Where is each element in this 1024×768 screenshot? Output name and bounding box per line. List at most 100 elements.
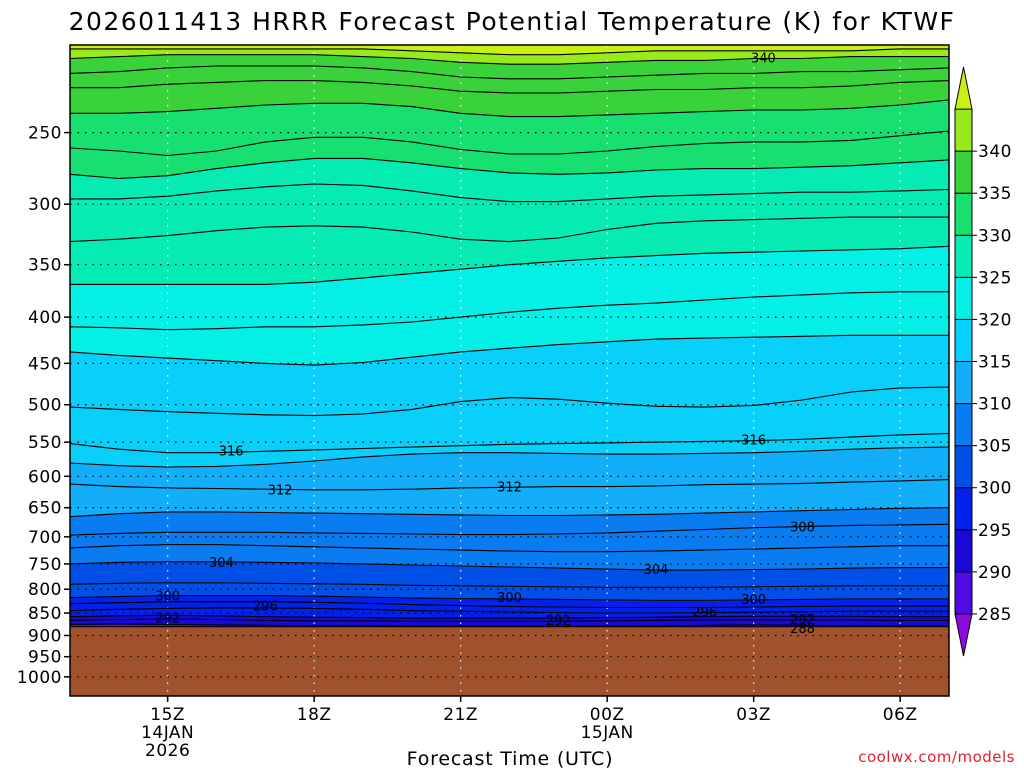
ground-layer bbox=[70, 626, 949, 696]
y-tick-label: 450 bbox=[28, 354, 62, 374]
y-tick-label: 350 bbox=[28, 256, 62, 276]
isentrope-340 bbox=[70, 54, 949, 65]
y-tick-label: 1000 bbox=[17, 668, 62, 688]
fill-band bbox=[70, 335, 949, 416]
contour-label-layer: 340 316 316 312 312 308 304 304 300 300 300 296 296 2… bbox=[155, 52, 815, 637]
fill-band bbox=[70, 66, 949, 93]
colorbar-label: 300 bbox=[978, 479, 1012, 499]
isentrope-290 bbox=[70, 623, 949, 627]
y-tick-label: 850 bbox=[28, 604, 62, 624]
isentrope-layer bbox=[70, 48, 949, 628]
fill-band bbox=[70, 217, 949, 285]
isentrope-292 bbox=[70, 618, 949, 622]
colorbar-swatch bbox=[954, 445, 973, 489]
colorbar-arrow-bottom bbox=[954, 613, 973, 657]
y-axis: 2503003504004505005506006507007508008509… bbox=[17, 124, 70, 688]
isentrope-298 bbox=[70, 601, 949, 609]
colorbar-label: 335 bbox=[978, 184, 1012, 204]
contour-label: 296 bbox=[253, 600, 278, 615]
credit-link[interactable]: coolwx.com/models bbox=[858, 748, 1015, 766]
x-tick-label: 15Z bbox=[150, 705, 185, 725]
fill-band bbox=[70, 184, 949, 242]
isentrope-304 bbox=[70, 561, 949, 571]
isentrope-324 bbox=[70, 245, 949, 285]
y-tick-label: 400 bbox=[28, 308, 62, 328]
colorbar-label: 295 bbox=[978, 521, 1012, 541]
y-tick-label: 700 bbox=[28, 528, 62, 548]
contour-label: 316 bbox=[741, 434, 766, 449]
fill-band bbox=[70, 387, 949, 453]
fill-band bbox=[70, 447, 949, 490]
contour-label: 312 bbox=[497, 480, 522, 495]
x-tick-sublabel: 2026 bbox=[145, 741, 190, 761]
fill-band bbox=[70, 479, 949, 517]
colorbar-swatch bbox=[954, 108, 973, 152]
colorbar-swatch bbox=[954, 276, 973, 320]
fill-band bbox=[70, 524, 949, 552]
colorbar-label: 340 bbox=[978, 142, 1012, 162]
y-tick-label: 950 bbox=[28, 648, 62, 668]
isentrope-306 bbox=[70, 544, 949, 553]
contour-label: 296 bbox=[692, 606, 717, 621]
fill-band bbox=[70, 246, 949, 330]
contour-label: 316 bbox=[219, 444, 244, 459]
colorbar-swatch bbox=[954, 361, 973, 405]
fill-band bbox=[70, 54, 949, 79]
x-tick-sublabel: 14JAN bbox=[141, 723, 194, 743]
colorbar-label: 315 bbox=[978, 353, 1012, 373]
y-tick-label: 800 bbox=[28, 580, 62, 600]
x-tick-sublabel: 15JAN bbox=[581, 723, 634, 743]
isentrope-326 bbox=[70, 216, 949, 243]
y-tick-label: 500 bbox=[28, 396, 62, 416]
isentrope-336 bbox=[70, 80, 949, 94]
isentrope-300 bbox=[70, 595, 949, 601]
plot-frame bbox=[69, 44, 950, 697]
fill-band bbox=[70, 45, 949, 55]
colorbar-swatch bbox=[954, 403, 973, 447]
x-tick-label: 03Z bbox=[736, 705, 771, 725]
isentrope-318 bbox=[70, 386, 949, 417]
contour-label: 300 bbox=[497, 591, 522, 606]
isentrope-296 bbox=[70, 607, 949, 614]
contour-label: 292 bbox=[790, 613, 815, 628]
x-tick-label: 21Z bbox=[443, 705, 478, 725]
isentrope-316 bbox=[70, 432, 949, 454]
isentrope-334 bbox=[70, 99, 949, 118]
y-tick-label: 750 bbox=[28, 555, 62, 575]
isentrope-338 bbox=[70, 65, 949, 80]
x-tick-label: 00Z bbox=[590, 705, 625, 725]
contour-label: 300 bbox=[155, 590, 180, 605]
colorbar-swatch bbox=[954, 234, 973, 278]
isentrope-322 bbox=[70, 291, 949, 331]
contour-label: 312 bbox=[268, 483, 293, 498]
fill-band bbox=[70, 99, 949, 156]
fill-band bbox=[70, 595, 949, 608]
isentrope-328 bbox=[70, 183, 949, 203]
colorbar-label: 290 bbox=[978, 563, 1012, 583]
isentrope-302 bbox=[70, 582, 949, 588]
isentrope-294 bbox=[70, 614, 949, 619]
y-tick-label: 250 bbox=[28, 124, 62, 144]
isentrope-314 bbox=[70, 446, 949, 468]
fill-band bbox=[70, 158, 949, 202]
y-tick-label: 600 bbox=[28, 467, 62, 487]
x-tick-label: 06Z bbox=[883, 705, 918, 725]
y-tick-label: 550 bbox=[28, 433, 62, 453]
colorbar-swatch bbox=[954, 318, 973, 362]
colorbar-label: 320 bbox=[978, 310, 1012, 330]
contour-label: 340 bbox=[751, 52, 776, 67]
y-tick-label: 900 bbox=[28, 626, 62, 646]
x-axis-label: Forecast Time (UTC) bbox=[407, 748, 614, 768]
contour-label: 300 bbox=[741, 593, 766, 608]
colorbar-swatch bbox=[954, 571, 973, 615]
colorbar-label: 325 bbox=[978, 268, 1012, 288]
colorbar: 285 290 295 300 305 310 315 320 325 330 335 340 bbox=[954, 66, 1012, 657]
colorbar-swatch bbox=[954, 192, 973, 236]
colorbar-label: 330 bbox=[978, 226, 1012, 246]
x-tick-label: 18Z bbox=[297, 705, 332, 725]
fill-band bbox=[70, 48, 949, 65]
colorbar-swatch bbox=[954, 150, 973, 194]
contour-label: 292 bbox=[155, 612, 180, 627]
